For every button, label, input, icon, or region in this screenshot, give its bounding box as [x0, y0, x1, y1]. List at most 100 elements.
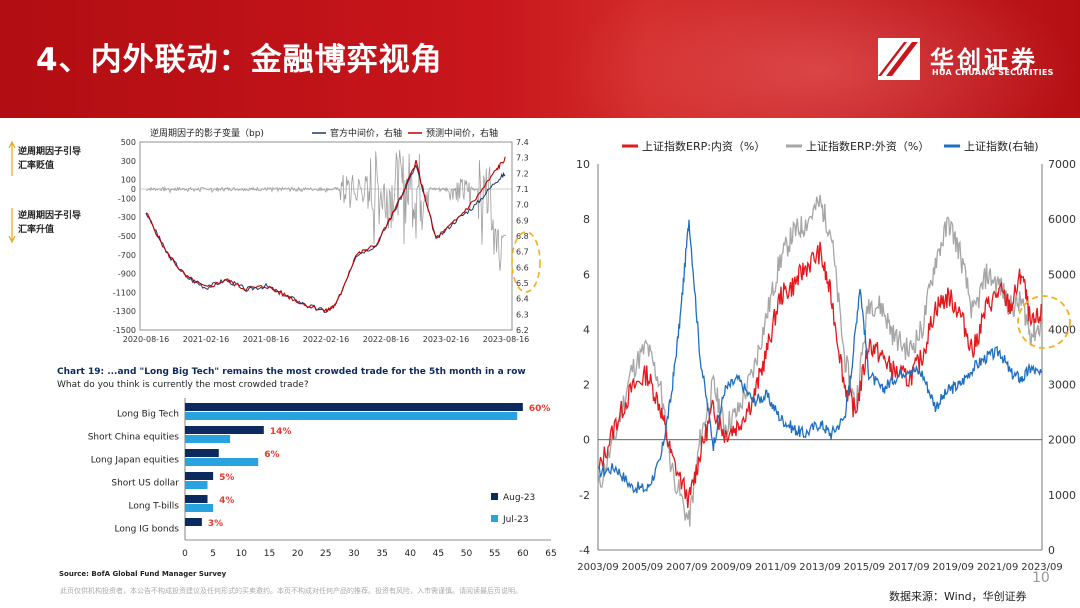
x-tick: 0 — [182, 549, 188, 559]
x-tick: 55 — [489, 549, 500, 559]
chart-countercyclical-factor: 500 300 1000-100 -300 -500 -700 -900 -1100 -1300… — [8, 127, 541, 344]
plot-frame — [139, 141, 513, 331]
x-tick: 2021-02-16 — [183, 335, 230, 344]
y-left-tick: -4 — [579, 544, 590, 557]
x-tick: 65 — [545, 549, 556, 559]
bar-aug-23 — [185, 426, 264, 434]
bar-aug-23 — [185, 518, 202, 526]
y-right-tick: 5000 — [1048, 268, 1076, 281]
x-tick: 2023/09 — [1021, 562, 1063, 573]
x-tick: 45 — [433, 549, 444, 559]
annotation-appreciation-line2: 汇率升值 — [18, 223, 54, 235]
x-tick: 2015/09 — [844, 562, 886, 573]
company-logo-icon — [878, 38, 920, 80]
bar-aug-23 — [185, 472, 214, 480]
x-tick: 2023-02-16 — [423, 335, 470, 344]
y-right-tick: 7.4 — [516, 138, 529, 147]
bar-aug-23 — [185, 449, 219, 457]
y-right-tick: 6.5 — [516, 279, 529, 288]
bar-aug-23 — [185, 495, 208, 503]
bar-jul-23 — [185, 435, 231, 443]
y-left-tick: -300 — [118, 213, 136, 222]
x-tick: 5 — [210, 549, 216, 559]
x-tick: 2005/09 — [622, 562, 664, 573]
page-title: 4、内外联动：金融博弈视角 — [36, 42, 443, 78]
y-right-tick: 7000 — [1048, 158, 1076, 171]
x-tick: 2017/09 — [888, 562, 930, 573]
series-shanghai-index — [597, 219, 1042, 494]
y-left-tick: 2 — [583, 379, 590, 392]
legend-foreign: 上证指数ERP:外资（%） — [806, 139, 929, 153]
y-left-tick: 500 — [121, 138, 136, 147]
x-tick: 60 — [517, 549, 529, 559]
arrow-up-icon — [8, 140, 16, 176]
y-left-tick: 6 — [583, 268, 590, 281]
x-tick: 10 — [236, 549, 248, 559]
y-right-tick: 7.2 — [516, 169, 529, 178]
chart2-source: Source: BofA Global Fund Manager Survey — [59, 570, 227, 578]
x-tick: 20 — [292, 549, 304, 559]
data-label: 5% — [219, 473, 234, 483]
chart-crowded-trade: Chart 19: ...and "Long Big Tech" remains… — [57, 367, 557, 578]
y-right-tick: 1000 — [1048, 489, 1076, 502]
y-left-tick: -100 — [118, 194, 136, 203]
company-name-cn: 华创证券 — [930, 46, 1038, 74]
y-right-tick: 6.2 — [516, 326, 529, 335]
y-left-tick: -500 — [118, 232, 136, 241]
series-erp-domestic — [597, 241, 1042, 509]
x-tick: 35 — [376, 549, 387, 559]
legend-official: 官方中间价，右轴 — [330, 127, 402, 139]
legend-predicted: 预测中间价，右轴 — [426, 127, 498, 139]
x-tick: 2021/09 — [977, 562, 1019, 573]
y-right-tick: 7.3 — [516, 154, 529, 163]
x-tick: 2020-08-16 — [123, 335, 170, 344]
chart2-title: Chart 19: ...and "Long Big Tech" remains… — [57, 367, 526, 377]
series-official-fixing — [145, 164, 506, 313]
y-right-tick: 0 — [1048, 544, 1055, 557]
source-note-right: 数据来源：Wind，华创证券 — [889, 590, 1027, 603]
series-predicted-fixing — [145, 156, 506, 313]
legend-domestic: 上证指数ERP:内资（%） — [642, 139, 765, 153]
y-left-tick: 10 — [576, 158, 590, 171]
x-tick: 2007/09 — [666, 562, 708, 573]
legend-aug: Aug-23 — [503, 493, 535, 503]
data-label: 14% — [270, 427, 292, 437]
x-tick: 2022-02-16 — [303, 335, 350, 344]
x-tick: 2023-08-16 — [483, 335, 530, 344]
y-right-tick: 6.7 — [516, 248, 529, 257]
y-right-tick: 6000 — [1048, 213, 1076, 226]
bar-jul-23 — [185, 412, 518, 420]
x-tick: 50 — [461, 549, 473, 559]
y-left-tick: 300 — [121, 157, 136, 166]
chart2-subtitle: What do you think is currently the most … — [57, 380, 309, 390]
category-label: Short US dollar — [111, 479, 179, 489]
legend-jul: Jul-23 — [502, 515, 529, 525]
y-right-tick: 2000 — [1048, 434, 1076, 447]
legend-aug-swatch — [491, 493, 498, 500]
category-label: Long Japan equities — [91, 456, 180, 466]
y-right-tick: 6.8 — [516, 232, 529, 241]
data-label: 4% — [219, 496, 234, 506]
bar-aug-23 — [185, 403, 523, 411]
category-label: Long T-bills — [129, 502, 180, 512]
company-name-en: HUA CHUANG SECURITIES — [932, 68, 1054, 77]
y-left-tick: 4 — [583, 323, 590, 336]
highlight-circle — [511, 231, 541, 293]
annotation-depreciation-line2: 汇率贬值 — [18, 159, 54, 171]
data-label: 60% — [529, 404, 551, 414]
y-right-tick: 7.0 — [516, 201, 529, 210]
y-left-tick: -700 — [118, 251, 136, 260]
bar-jul-23 — [185, 504, 214, 512]
y-right-tick: 6.3 — [516, 310, 529, 319]
x-tick: 2019/09 — [932, 562, 974, 573]
x-tick: 25 — [320, 549, 331, 559]
series-erp-foreign — [597, 194, 1042, 527]
x-tick: 40 — [405, 549, 417, 559]
category-label: Long IG bonds — [115, 525, 180, 535]
arrow-down-icon — [8, 208, 16, 244]
y-left-tick: -1500 — [113, 326, 136, 335]
disclaimer: 此页仅供机构投资者，本公告不构成投资建议及任何形式的买卖邀约。本页不构成对任何产… — [60, 587, 522, 595]
header-banner: 4、内外联动：金融博弈视角 华创证券 HUA CHUANG SECURITIES — [0, 0, 1080, 118]
category-label: Short China equities — [88, 433, 180, 443]
legend-index: 上证指数(右轴) — [964, 139, 1039, 153]
